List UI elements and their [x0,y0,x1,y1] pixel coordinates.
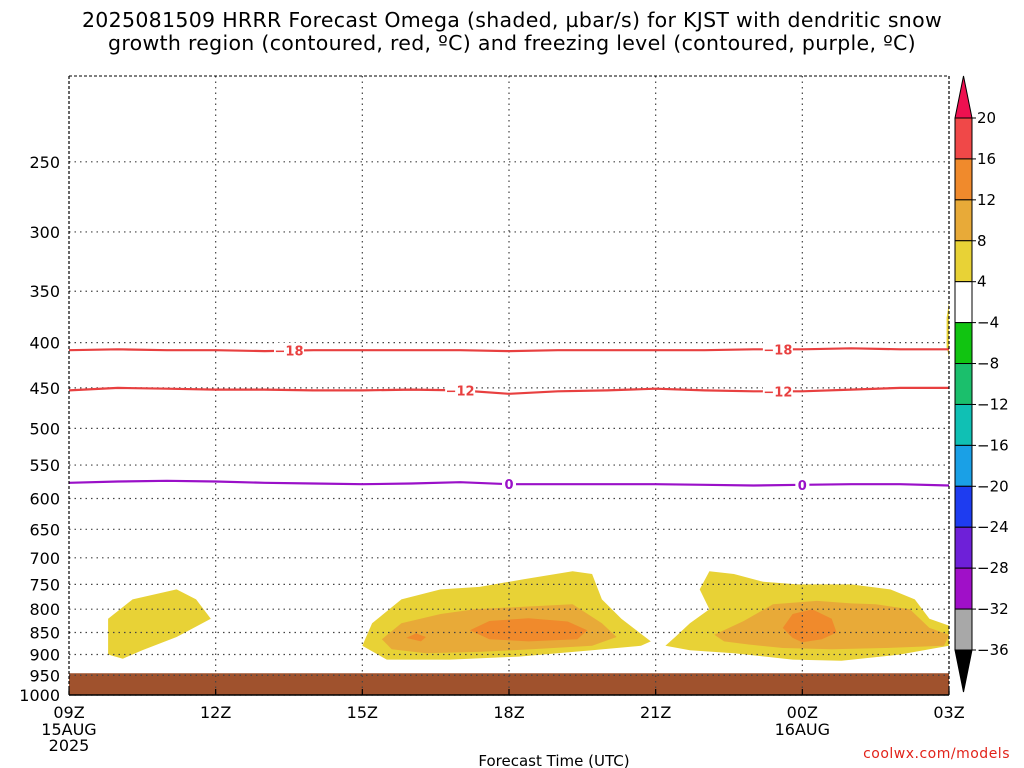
y-tick-label-850: 850 [29,623,60,642]
x-tick-label-15Z: 15Z [347,703,378,722]
contour-line--18 [68,347,949,353]
colorbar-label-4: 4 [977,273,987,291]
contour-label-0-0: 0 [504,478,513,493]
colorbar-swatch-9 [954,444,973,487]
colorbar-label-12: 12 [977,191,996,209]
chart-title-line-2: growth region (contoured, red, ºC) and f… [108,31,916,55]
colorbar-label--8: −8 [977,355,999,373]
colorbar-arrow-top [954,75,973,119]
ground-layer [69,673,949,695]
y-tick-label-800: 800 [29,600,60,619]
y-tick-label-900: 900 [29,645,60,664]
colorbar-label-16: 16 [977,150,996,168]
y-tick-label-500: 500 [29,419,60,438]
colorbar-label--4: −4 [977,314,999,332]
omega-region-0 [108,589,211,659]
colorbar-arrow-bottom [954,649,973,693]
y-tick-label-700: 700 [29,549,60,568]
x-tick-sublabel-09Z-0: 15AUG [41,720,96,739]
y-tick-label-300: 300 [29,223,60,242]
x-tick-label-00Z: 00Z [787,703,818,722]
x-tick-label-18Z: 18Z [493,703,524,722]
x-tick-label-09Z: 09Z [53,703,84,722]
y-tick-label-400: 400 [29,334,60,353]
y-tick-label-350: 350 [29,282,60,301]
x-tick-sublabel-09Z-1: 2025 [49,736,90,755]
y-tick-label-1000: 1000 [19,686,60,705]
colorbar-label--28: −28 [977,559,1009,577]
contour-label-bg--18-0 [274,342,304,359]
source-credit: coolwx.com/models [863,746,1010,762]
omega-shading-layer [108,302,949,661]
colorbar-swatch-1 [954,117,973,160]
y-tick-label-250: 250 [29,153,60,172]
colorbar-swatch-13 [954,608,973,651]
y-tick-label-600: 600 [29,490,60,509]
colorbar-label--20: −20 [977,477,1009,495]
x-tick-label-21Z: 21Z [640,703,671,722]
colorbar: 20 16 12 8 4 −4 −8 −12 −16 −20 −24 −28 −32 −36 [954,75,1009,693]
colorbar-swatch-11 [954,526,973,569]
contour-label-bg--12-0 [445,382,476,399]
y-tick-label-450: 450 [29,379,60,398]
colorbar-swatch-8 [954,403,973,446]
colorbar-swatch-6 [954,322,973,365]
contour-label-bg--12-1 [762,383,793,400]
colorbar-label--24: −24 [977,518,1009,536]
omega-region-7 [782,609,837,643]
ground-fill [69,673,949,695]
colorbar-label--16: −16 [977,436,1009,454]
colorbar-swatch-4 [954,240,973,283]
contour-label--18-0: −18 [275,345,304,360]
contour-layer: −18 −18 −12 −12 0 0 [68,341,950,494]
x-axis-title: Forecast Time (UTC) [478,752,629,768]
colorbar-label--12: −12 [977,395,1009,413]
contour-label--18-1: −18 [763,343,792,358]
contour-label--12-1: −12 [763,385,792,400]
colorbar-swatch-2 [954,158,973,201]
omega-region-5 [469,618,588,642]
chart-title-line-1: 2025081509 HRRR Forecast Omega (shaded, … [81,8,943,32]
x-tick-sublabel-00Z-0: 16AUG [775,720,830,739]
colorbar-label--32: −32 [977,600,1009,618]
x-tick-label-12Z: 12Z [200,703,231,722]
contour-label-bg--18-1 [762,341,793,358]
axes-layer: 250 300 350 400 450 500 550 600 650 700 750 800 850 9… [19,75,965,755]
colorbar-swatch-3 [954,199,973,242]
contour-label-bg-0-0 [502,476,516,493]
colorbar-swatch-7 [954,363,973,405]
colorbar-swatch-12 [954,567,973,610]
y-tick-label-750: 750 [29,575,60,594]
colorbar-label-20: 20 [977,109,996,127]
omega-region-6 [406,633,426,642]
x-tick-label-03Z: 03Z [933,703,964,722]
contour-line--12 [68,386,949,395]
y-tick-label-550: 550 [29,456,60,475]
contour-label-0-1: 0 [798,479,807,494]
contour-label-bg-0-1 [795,476,810,493]
colorbar-swatch-10 [954,485,973,528]
y-tick-label-950: 950 [29,666,60,685]
colorbar-label--36: −36 [977,641,1009,659]
colorbar-swatch-5 [954,281,973,324]
y-tick-label-650: 650 [29,520,60,539]
contour-label--12-0: −12 [446,384,475,399]
colorbar-label-8: 8 [977,232,987,250]
